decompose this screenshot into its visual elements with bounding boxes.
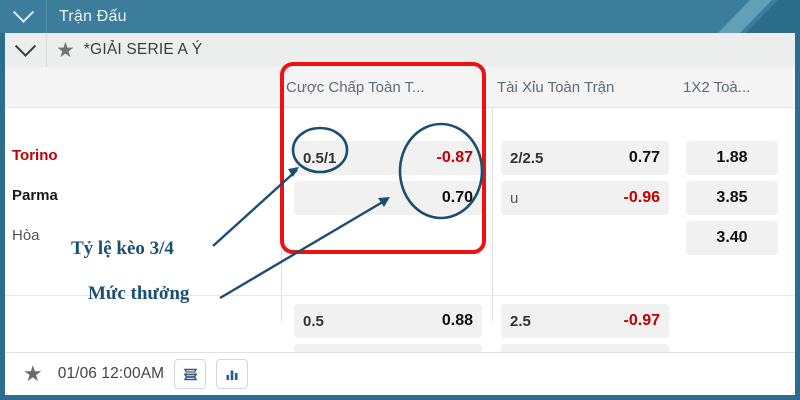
handicap-cell-away[interactable]: 0.70 bbox=[294, 181, 482, 215]
market-separator bbox=[5, 295, 795, 296]
alt-totals-price-over: -0.97 bbox=[623, 312, 660, 329]
stacked-lines-icon[interactable] bbox=[174, 359, 207, 389]
totals-price-over: 0.77 bbox=[628, 149, 660, 166]
totals-cell-under[interactable]: u -0.96 bbox=[501, 181, 669, 215]
column-header-1x2: 1X2 Toà... bbox=[683, 79, 751, 96]
bar-chart-icon[interactable] bbox=[216, 359, 249, 389]
team-away-name: Parma bbox=[12, 187, 58, 204]
header-collapse-toggle[interactable] bbox=[0, 0, 47, 33]
handicap-line-home: 0.5/1 bbox=[303, 149, 337, 167]
alt-totals-cell-over[interactable]: 2.5 -0.97 bbox=[501, 304, 669, 338]
column-divider-2 bbox=[492, 107, 493, 321]
alt-handicap-line-home: 0.5 bbox=[303, 312, 324, 330]
x12-price-home: 1.88 bbox=[716, 149, 748, 166]
league-row[interactable]: ★ *GIẢI SERIE A Ý bbox=[5, 33, 795, 67]
match-panel: ★ *GIẢI SERIE A Ý Cược Chấp Toàn T... Tà… bbox=[5, 33, 795, 395]
totals-price-under: -0.96 bbox=[623, 189, 660, 206]
league-name: *GIẢI SERIE A Ý bbox=[83, 41, 203, 58]
page-title: Trận Đấu bbox=[59, 7, 127, 25]
handicap-price-home: -0.87 bbox=[436, 149, 473, 166]
draw-label: Hòa bbox=[12, 227, 40, 244]
x12-cell-draw[interactable]: 3.40 bbox=[686, 221, 778, 255]
column-header-totals: Tài Xỉu Toàn Trận bbox=[497, 79, 615, 96]
kickoff-time: 01/06 12:00AM bbox=[57, 365, 165, 382]
totals-line-under: u bbox=[510, 189, 519, 207]
callout-label-payout: Mức thưởng bbox=[88, 283, 190, 304]
star-icon[interactable]: ★ bbox=[56, 38, 75, 62]
app-header: Trận Đấu bbox=[0, 0, 800, 33]
x12-cell-home[interactable]: 1.88 bbox=[686, 141, 778, 175]
chevron-down-icon bbox=[12, 1, 34, 23]
x12-cell-away[interactable]: 3.85 bbox=[686, 181, 778, 215]
totals-cell-over[interactable]: 2/2.5 0.77 bbox=[501, 141, 669, 175]
team-home-name: Torino bbox=[12, 147, 58, 164]
alt-handicap-cell-home[interactable]: 0.5 0.88 bbox=[294, 304, 482, 338]
callout-label-handicap: Tỷ lệ kèo 3/4 bbox=[71, 238, 174, 259]
star-icon[interactable]: ★ bbox=[23, 361, 43, 386]
totals-line-over: 2/2.5 bbox=[510, 149, 544, 167]
handicap-price-away: 0.70 bbox=[441, 189, 473, 206]
x12-price-draw: 3.40 bbox=[716, 229, 748, 246]
chevron-down-icon bbox=[14, 35, 37, 57]
column-divider-1 bbox=[281, 107, 282, 321]
x12-price-away: 3.85 bbox=[716, 189, 748, 206]
handicap-cell-home[interactable]: 0.5/1 -0.87 bbox=[294, 141, 482, 175]
alt-totals-line-over: 2.5 bbox=[510, 312, 531, 330]
column-header-band: Cược Chấp Toàn T... Tài Xỉu Toàn Trận 1X… bbox=[5, 67, 795, 108]
alt-handicap-price-home: 0.88 bbox=[441, 312, 473, 329]
header-stripes-decoration bbox=[718, 0, 800, 33]
league-collapse-toggle[interactable] bbox=[5, 33, 47, 67]
column-header-handicap: Cược Chấp Toàn T... bbox=[286, 79, 425, 96]
match-footer: ★ 01/06 12:00AM bbox=[5, 352, 795, 395]
